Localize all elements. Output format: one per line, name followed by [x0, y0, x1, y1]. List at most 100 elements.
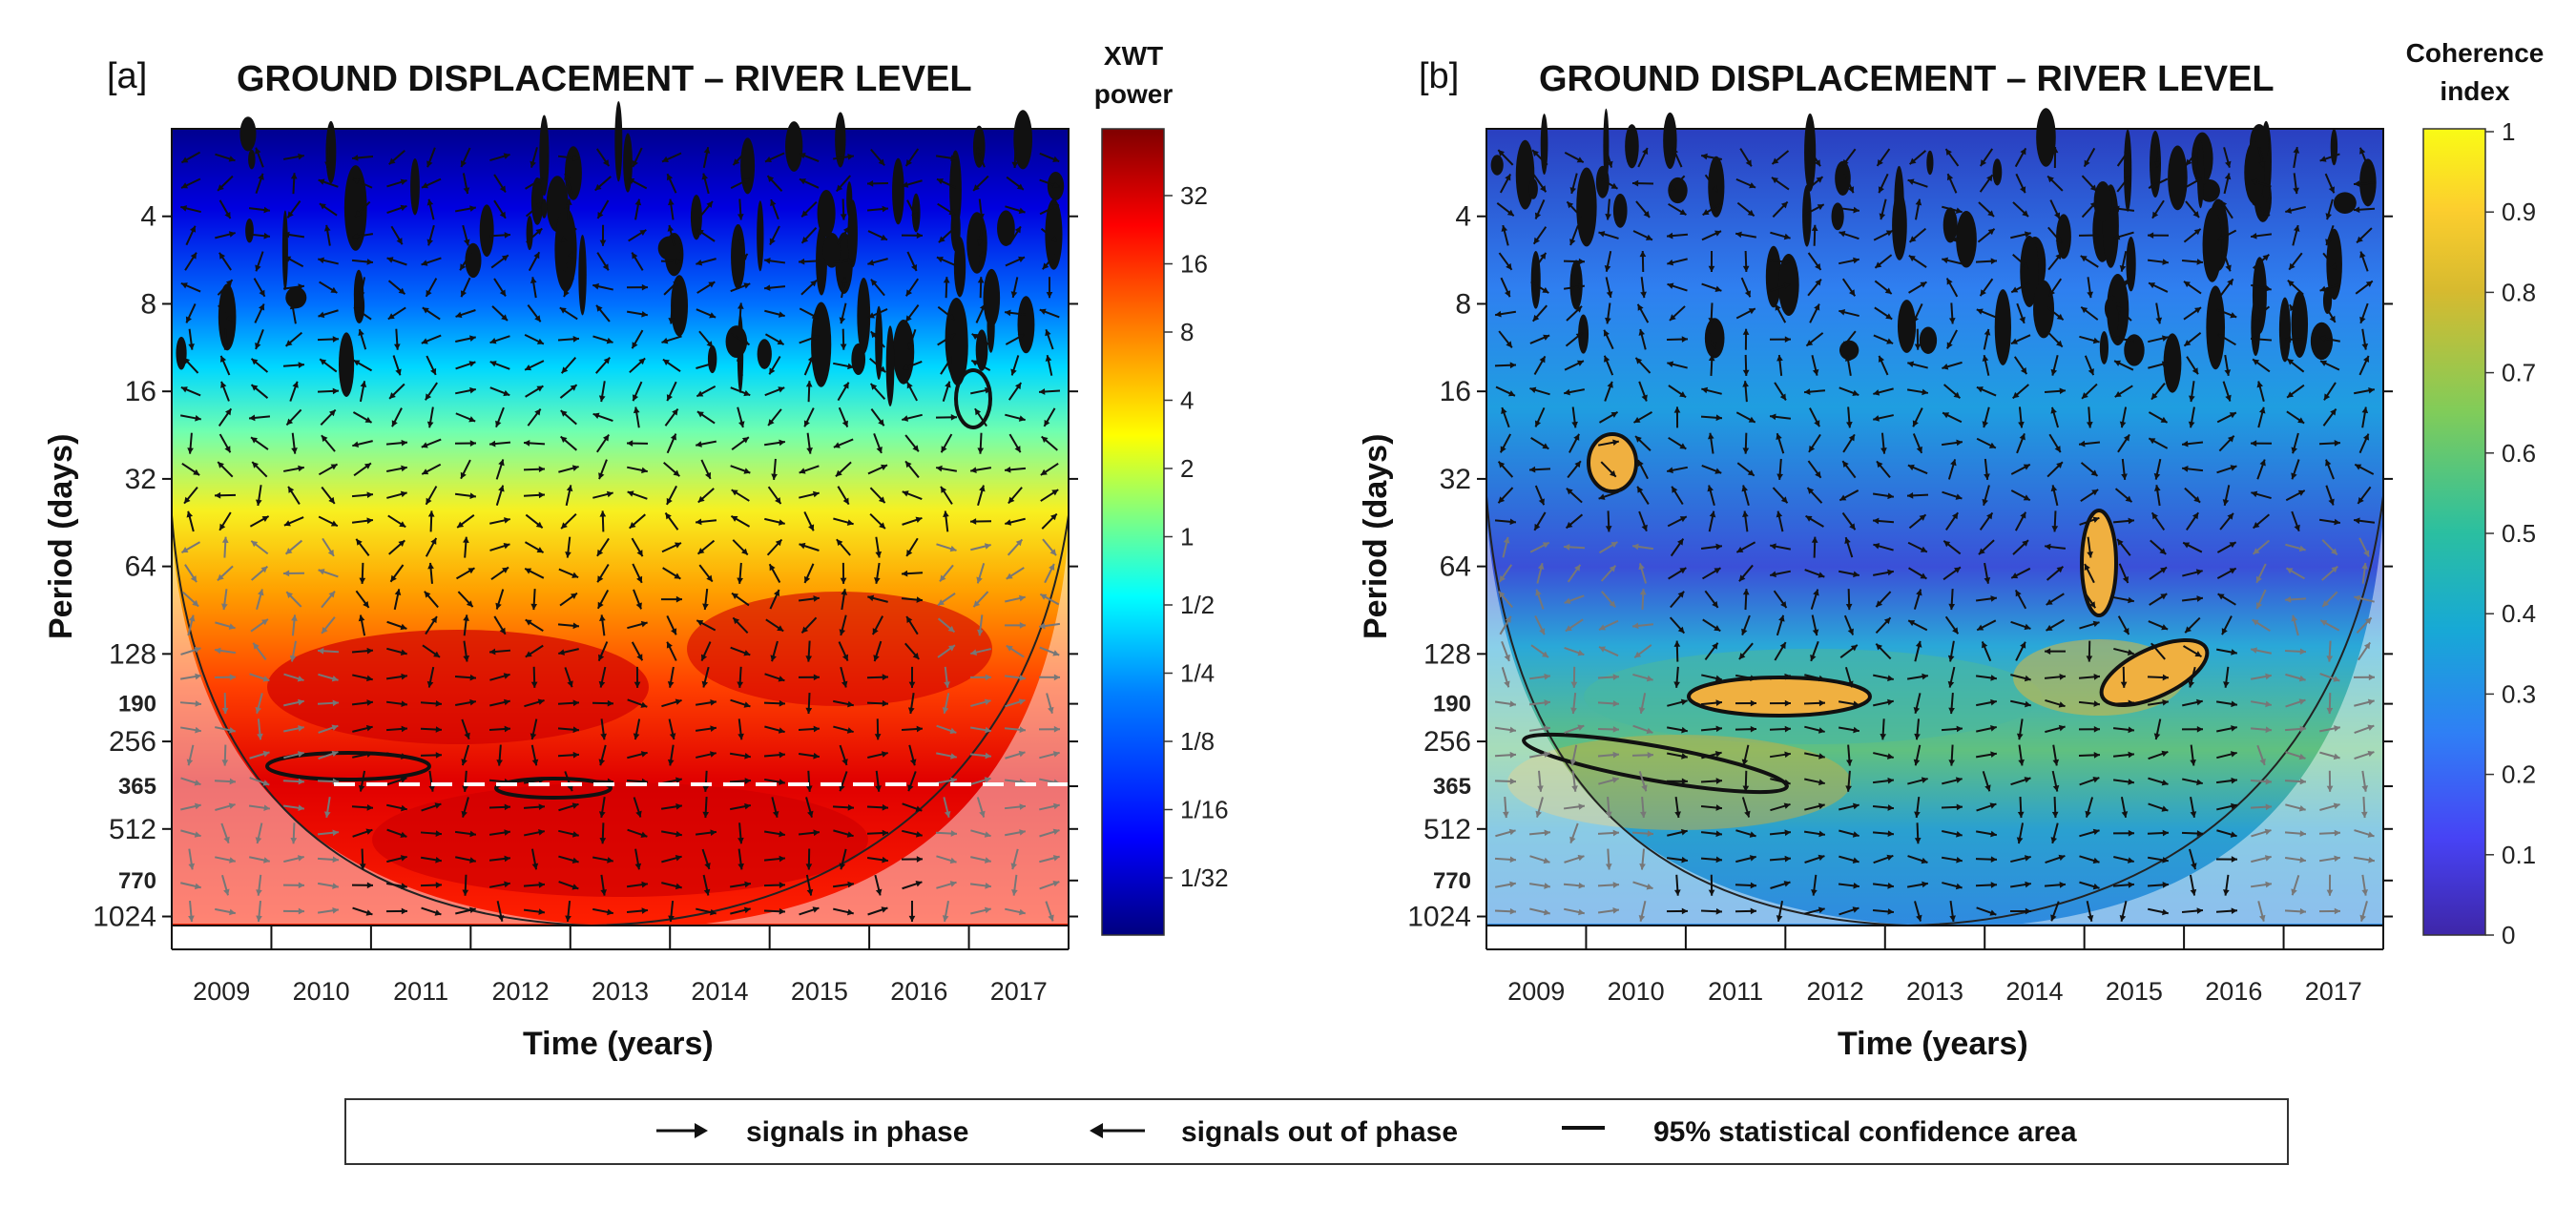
significance-contour: [465, 243, 481, 278]
significance-contour: [2251, 300, 2260, 356]
significance-contour: [1892, 191, 1907, 260]
y-tick-label: 4: [140, 201, 156, 233]
significance-contour: [2056, 214, 2071, 259]
panel-a-hotspot: [267, 630, 649, 744]
significance-contour: [2311, 323, 2333, 360]
x-tick-label: 2015: [791, 977, 848, 1006]
significance-contour: [1839, 341, 1859, 361]
colorbar-tick-label: 1/2: [1180, 591, 1215, 619]
y-tick-label: 8: [140, 288, 156, 320]
colorbar-tick-label: 8: [1180, 318, 1194, 346]
y-tick-label: 512: [1423, 814, 1471, 845]
colorbar-tick-label: 0: [2502, 921, 2515, 949]
colorbar-tick-label: 0.7: [2502, 359, 2536, 387]
y-tick-label: 1024: [93, 902, 156, 933]
x-tick-label: 2017: [2305, 977, 2362, 1006]
significance-contour: [1898, 300, 1916, 353]
colorbar-tick-label: 1/16: [1180, 796, 1229, 824]
significance-contour: [614, 101, 622, 181]
significance-contour: [2279, 298, 2291, 363]
colorbar-tick-label: 32: [1180, 181, 1208, 210]
significance-contour: [886, 325, 895, 406]
x-tick-label: 2017: [990, 977, 1048, 1006]
x-tick-label: 2009: [1507, 977, 1565, 1006]
panel-b-confidence-area: [1689, 677, 1870, 716]
significance-contour: [245, 219, 254, 242]
y-tick-label-minor: 365: [118, 774, 156, 800]
y-tick-label: 16: [1440, 376, 1471, 407]
significance-contour: [2244, 141, 2264, 204]
significance-contour: [892, 158, 904, 225]
significance-contour: [2094, 181, 2112, 222]
x-tick-label: 2012: [1807, 977, 1864, 1006]
significance-contour: [539, 114, 549, 196]
legend-confidence: 95% statistical confidence area: [1653, 1116, 2077, 1148]
colorbar-tick-label: 0.6: [2502, 439, 2536, 468]
significance-contour: [740, 137, 755, 194]
y-tick-label: 4: [1455, 201, 1471, 233]
panel-b-colorbar-ticks: 10.90.80.70.60.50.40.30.20.10: [2485, 117, 2536, 949]
y-tick-label-minor: 365: [1433, 774, 1471, 800]
panel-b-colorbar-title-2: index: [2440, 76, 2510, 106]
significance-contour: [1613, 194, 1628, 228]
colorbar-tick-label: 16: [1180, 250, 1208, 279]
significance-contour: [818, 190, 836, 238]
y-tick-label: 16: [125, 376, 156, 407]
y-tick-label: 256: [109, 726, 156, 758]
significance-contour: [2168, 145, 2188, 210]
significance-contour: [578, 235, 586, 316]
panel-a-letter: [a]: [107, 56, 147, 96]
y-tick-label-minor: 190: [118, 692, 156, 718]
significance-contour: [339, 332, 354, 397]
significance-contour: [541, 198, 547, 218]
x-tick-label: 2016: [890, 977, 947, 1006]
significance-contour: [857, 278, 870, 354]
colorbar-tick-label: 1/32: [1180, 864, 1229, 892]
significance-contour: [2331, 129, 2337, 165]
panel-b-confidence-area: [2082, 510, 2116, 615]
colorbar-tick-label: 0.2: [2502, 760, 2536, 789]
significance-contour: [758, 339, 772, 369]
significance-contour: [2203, 208, 2222, 282]
significance-contour: [239, 116, 256, 151]
panel-a: GROUND DISPLACEMENT – RIVER LEVEL [a] 48…: [43, 41, 1229, 1062]
significance-contour: [671, 275, 688, 336]
significance-contour: [248, 150, 256, 170]
colorbar-tick-label: 4: [1180, 386, 1194, 415]
x-tick-label: 2011: [393, 977, 448, 1006]
significance-contour: [1926, 151, 1933, 176]
significance-contour: [1625, 124, 1639, 168]
significance-contour: [1920, 327, 1937, 354]
significance-contour: [658, 237, 681, 260]
colorbar-tick-label: 0.8: [2502, 278, 2536, 306]
panel-b-x-label: Time (years): [1838, 1026, 2028, 1062]
x-tick-label: 2015: [2106, 977, 2163, 1006]
y-tick-label: 32: [125, 464, 156, 495]
colorbar-tick-label: 1/8: [1180, 727, 1215, 756]
colorbar-tick-label: 0.3: [2502, 679, 2536, 708]
significance-contour: [1835, 161, 1851, 196]
y-tick-label-minor: 770: [1433, 868, 1471, 894]
colorbar-tick-label: 0.5: [2502, 519, 2536, 548]
panel-a-y-label: Period (days): [43, 434, 79, 639]
colorbar-tick-label: 1: [2502, 117, 2515, 146]
significance-contour: [2100, 331, 2109, 364]
panel-a-colorbar-title-2: power: [1094, 79, 1174, 109]
significance-contour: [527, 216, 533, 250]
panel-b-y-label: Period (days): [1358, 434, 1394, 639]
significance-contour: [893, 320, 914, 385]
colorbar-tick-label: 1/4: [1180, 659, 1215, 688]
significance-contour: [1995, 289, 2011, 365]
significance-contour: [973, 126, 986, 168]
significance-contour: [325, 121, 336, 183]
x-tick-label: 2014: [691, 977, 748, 1006]
significance-contour: [2334, 192, 2357, 214]
panel-b: GROUND DISPLACEMENT – RIVER LEVEL [b] 48…: [1358, 38, 2544, 1062]
x-tick-label: 2016: [2205, 977, 2262, 1006]
significance-contour: [282, 210, 288, 290]
significance-contour: [1491, 155, 1504, 176]
panel-a-colorbar-title-1: XWT: [1104, 41, 1163, 71]
y-tick-label: 256: [1423, 726, 1471, 758]
y-tick-label-minor: 190: [1433, 692, 1471, 718]
